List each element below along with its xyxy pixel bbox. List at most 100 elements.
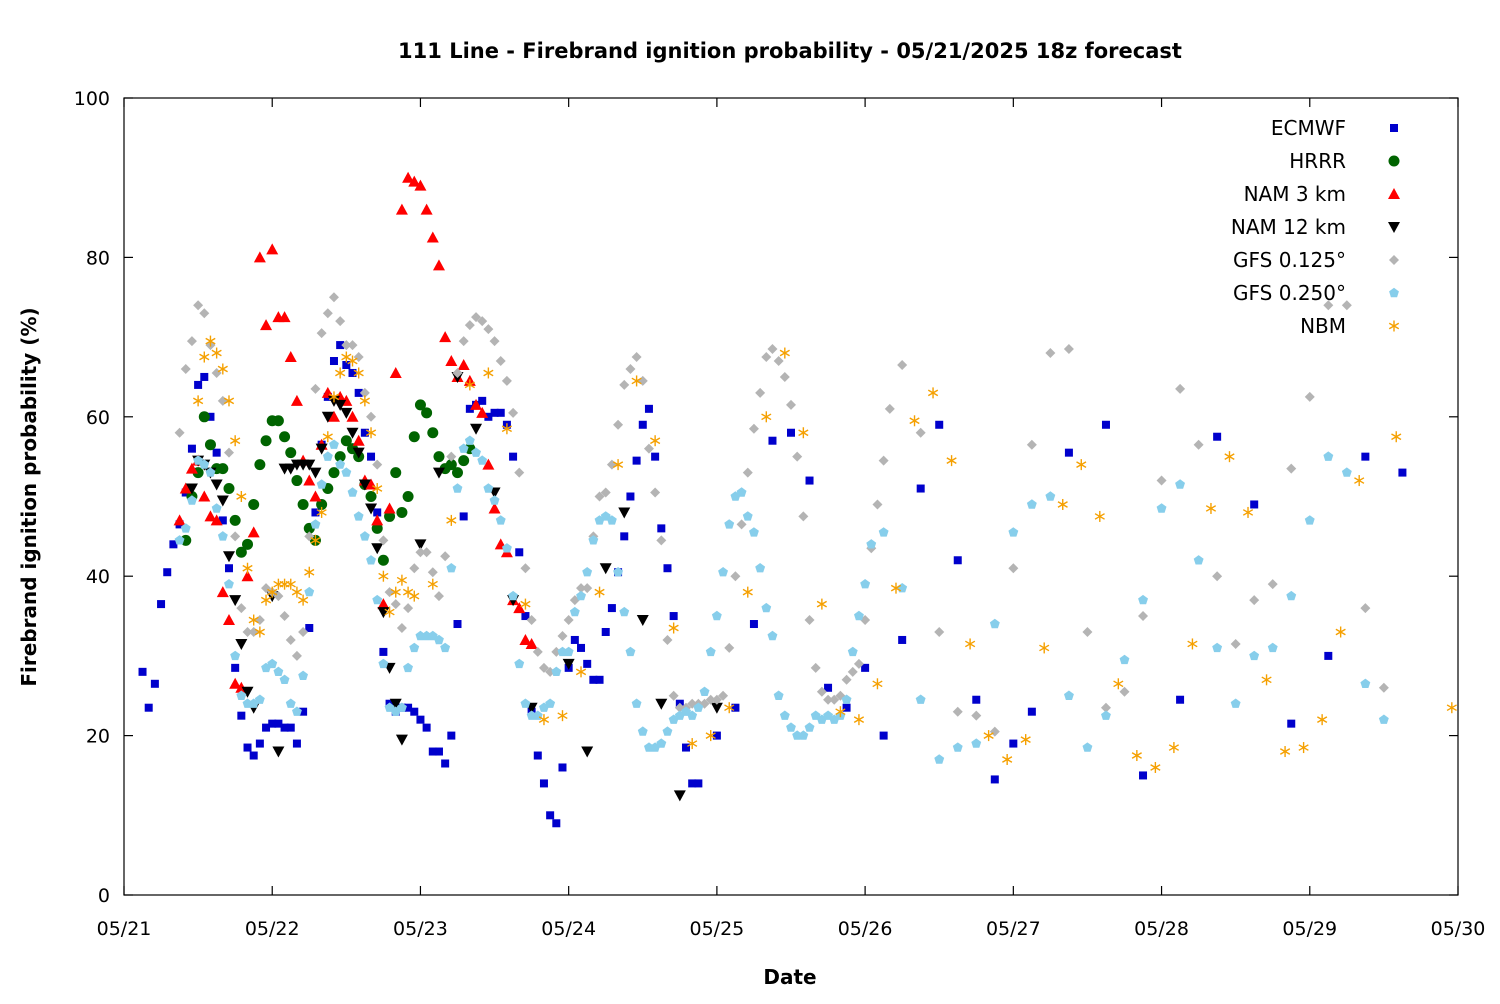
data-point xyxy=(309,467,322,479)
data-point xyxy=(853,714,865,726)
data-point xyxy=(520,698,531,708)
data-point xyxy=(619,379,630,390)
data-point xyxy=(483,367,494,379)
data-point xyxy=(1360,603,1371,614)
data-point xyxy=(841,674,852,685)
data-point xyxy=(309,490,322,502)
data-point xyxy=(1175,383,1186,394)
data-point xyxy=(464,435,475,445)
data-point xyxy=(243,743,252,752)
data-point xyxy=(1101,710,1111,720)
legend-marker xyxy=(1388,320,1400,332)
data-point xyxy=(545,698,556,708)
data-point xyxy=(371,522,383,534)
data-point xyxy=(353,511,364,521)
data-point xyxy=(433,591,444,602)
data-point xyxy=(299,707,308,716)
data-point xyxy=(638,420,647,429)
y-tick-label: 40 xyxy=(86,566,110,588)
data-point xyxy=(964,638,976,650)
x-tick-label: 05/30 xyxy=(1431,918,1486,940)
data-point xyxy=(1076,459,1087,471)
data-point xyxy=(223,447,234,458)
data-point xyxy=(1378,714,1389,724)
data-point xyxy=(650,435,661,447)
data-point xyxy=(773,356,784,367)
data-point xyxy=(242,626,253,637)
legend-marker xyxy=(1388,155,1400,167)
data-point xyxy=(359,531,370,541)
data-point xyxy=(432,467,445,479)
data-point xyxy=(1360,678,1371,688)
data-point xyxy=(496,408,505,417)
data-point xyxy=(755,563,766,573)
data-point xyxy=(470,398,483,410)
data-point xyxy=(631,698,642,708)
data-point xyxy=(1324,651,1333,660)
data-point xyxy=(452,467,463,479)
data-point xyxy=(348,368,357,377)
data-point xyxy=(1082,626,1093,637)
data-point xyxy=(408,431,420,443)
data-point xyxy=(1082,742,1093,752)
data-point xyxy=(347,487,358,497)
data-point xyxy=(934,754,945,764)
data-point xyxy=(426,231,439,243)
data-point xyxy=(186,336,197,347)
data-point xyxy=(612,459,624,471)
data-point xyxy=(316,506,327,518)
data-point xyxy=(359,387,370,398)
data-point xyxy=(847,646,858,657)
legend-marker xyxy=(1389,255,1399,265)
data-point xyxy=(378,535,389,546)
data-point xyxy=(1267,579,1278,590)
data-point xyxy=(229,677,242,689)
data-point xyxy=(1212,642,1223,653)
data-point xyxy=(773,690,784,700)
data-point xyxy=(884,403,895,414)
data-point xyxy=(490,408,499,417)
data-point xyxy=(1267,642,1278,653)
data-point xyxy=(1101,420,1110,429)
data-point xyxy=(422,723,431,732)
data-point xyxy=(916,484,925,493)
data-point xyxy=(607,515,617,525)
data-point xyxy=(205,335,216,347)
data-point xyxy=(1187,638,1198,650)
data-point xyxy=(842,703,851,712)
data-point xyxy=(464,379,475,391)
data-point xyxy=(303,474,316,486)
data-point xyxy=(414,539,427,551)
data-point xyxy=(396,574,408,586)
data-point xyxy=(1064,690,1074,700)
data-point xyxy=(724,702,735,714)
data-point xyxy=(601,627,610,636)
data-point xyxy=(390,586,401,598)
data-point xyxy=(210,479,223,491)
data-point xyxy=(1205,502,1217,514)
data-point xyxy=(180,363,191,374)
data-point xyxy=(569,606,580,617)
data-point xyxy=(897,359,908,370)
data-point xyxy=(953,556,962,565)
data-point xyxy=(360,428,369,437)
data-point xyxy=(972,695,981,704)
data-point xyxy=(230,650,241,661)
data-point xyxy=(484,412,493,421)
data-point xyxy=(663,564,672,573)
data-point xyxy=(810,662,821,673)
data-point xyxy=(477,316,488,327)
data-point xyxy=(249,751,258,760)
data-point xyxy=(748,423,759,434)
data-point xyxy=(328,391,340,403)
data-point xyxy=(816,686,827,697)
data-point xyxy=(625,363,636,374)
data-point xyxy=(1224,451,1235,463)
data-point xyxy=(224,564,233,573)
data-point xyxy=(613,567,623,577)
data-point xyxy=(211,347,222,359)
data-point xyxy=(353,367,364,379)
data-point xyxy=(187,444,196,453)
data-point xyxy=(742,511,753,521)
data-point xyxy=(371,514,384,526)
